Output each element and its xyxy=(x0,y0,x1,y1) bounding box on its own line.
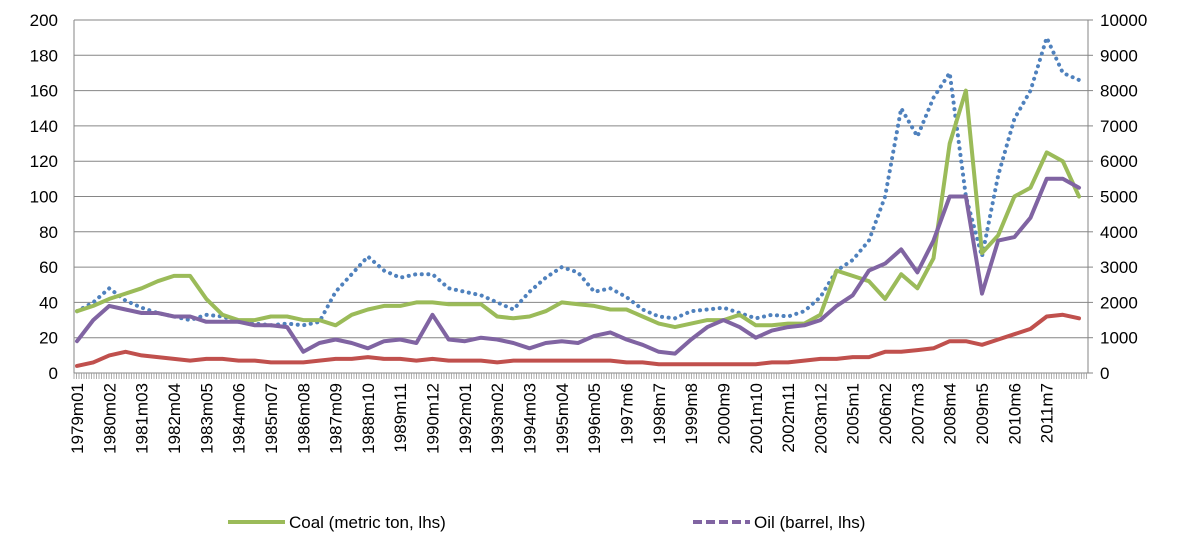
y-tick-label: 0 xyxy=(49,364,58,383)
x-tick-label: 1990m12 xyxy=(424,383,443,454)
x-tick-label: 1997m6 xyxy=(617,383,636,444)
series-line xyxy=(75,312,1081,368)
y2-tick-label: 3000 xyxy=(1100,258,1138,277)
y-tick-label: 20 xyxy=(39,329,58,348)
y2-tick-label: 8000 xyxy=(1100,82,1138,101)
x-tick-label: 1984m06 xyxy=(230,383,249,454)
x-tick-label: 1986m08 xyxy=(294,383,313,454)
y-tick-label: 80 xyxy=(39,223,58,242)
y2-tick-label: 6000 xyxy=(1100,152,1138,171)
legend-label: Coal (metric ton, lhs) xyxy=(289,513,446,532)
y-tick-label: 180 xyxy=(30,46,58,65)
y2-tick-label: 4000 xyxy=(1100,223,1138,242)
x-tick-label: 2000m9 xyxy=(714,383,733,444)
x-tick-label: 1982m04 xyxy=(165,383,184,454)
x-tick-label: 1996m05 xyxy=(585,383,604,454)
x-tick-label: 1993m02 xyxy=(488,383,507,454)
y2-tick-label: 0 xyxy=(1100,364,1109,383)
x-tick-label: 1994m03 xyxy=(521,383,540,454)
y2-tick-label: 10000 xyxy=(1100,11,1147,30)
x-tick-label: 1983m05 xyxy=(197,383,216,454)
x-tick-label: 2008m4 xyxy=(941,383,960,444)
x-tick-label: 1988m10 xyxy=(359,383,378,454)
y2-tick-label: 7000 xyxy=(1100,117,1138,136)
x-tick-label: 1979m01 xyxy=(68,383,87,454)
series-line xyxy=(75,176,1081,356)
x-tick-label: 1998m7 xyxy=(650,383,669,444)
y-tick-label: 100 xyxy=(30,188,58,207)
x-tick-label: 1980m02 xyxy=(100,383,119,454)
y2-tick-label: 5000 xyxy=(1100,188,1138,207)
x-tick-label: 1995m04 xyxy=(553,383,572,454)
x-tick-label: 2005m1 xyxy=(844,383,863,444)
x-tick-label: 1992m01 xyxy=(456,383,475,454)
y-tick-label: 120 xyxy=(30,152,58,171)
x-tick-label: 2011m7 xyxy=(1038,383,1057,443)
x-tick-label: 2003m12 xyxy=(811,383,830,454)
y-tick-label: 200 xyxy=(30,11,58,30)
x-tick-label: 2001m10 xyxy=(747,383,766,454)
x-tick-label: 2010m6 xyxy=(1005,383,1024,444)
x-tick-label: 1999m8 xyxy=(682,383,701,444)
x-tick-label: 1989m11 xyxy=(391,383,410,453)
x-tick-label: 2006m2 xyxy=(876,383,895,444)
series-line xyxy=(75,88,1081,330)
series-line xyxy=(75,35,1081,328)
x-tick-label: 2007m3 xyxy=(908,383,927,444)
y2-tick-label: 9000 xyxy=(1100,46,1138,65)
legend-label: Oil (barrel, lhs) xyxy=(754,513,865,532)
x-tick-label: 2002m11 xyxy=(779,383,798,453)
y-tick-label: 60 xyxy=(39,258,58,277)
y-tick-label: 40 xyxy=(39,293,58,312)
y2-tick-label: 1000 xyxy=(1100,329,1138,348)
y-tick-label: 140 xyxy=(30,117,58,136)
x-tick-label: 1985m07 xyxy=(262,383,281,454)
y2-tick-label: 2000 xyxy=(1100,293,1138,312)
y-tick-label: 160 xyxy=(30,82,58,101)
x-tick-label: 1981m03 xyxy=(133,383,152,454)
x-tick-label: 2009m5 xyxy=(973,383,992,444)
x-tick-label: 1987m09 xyxy=(327,383,346,454)
